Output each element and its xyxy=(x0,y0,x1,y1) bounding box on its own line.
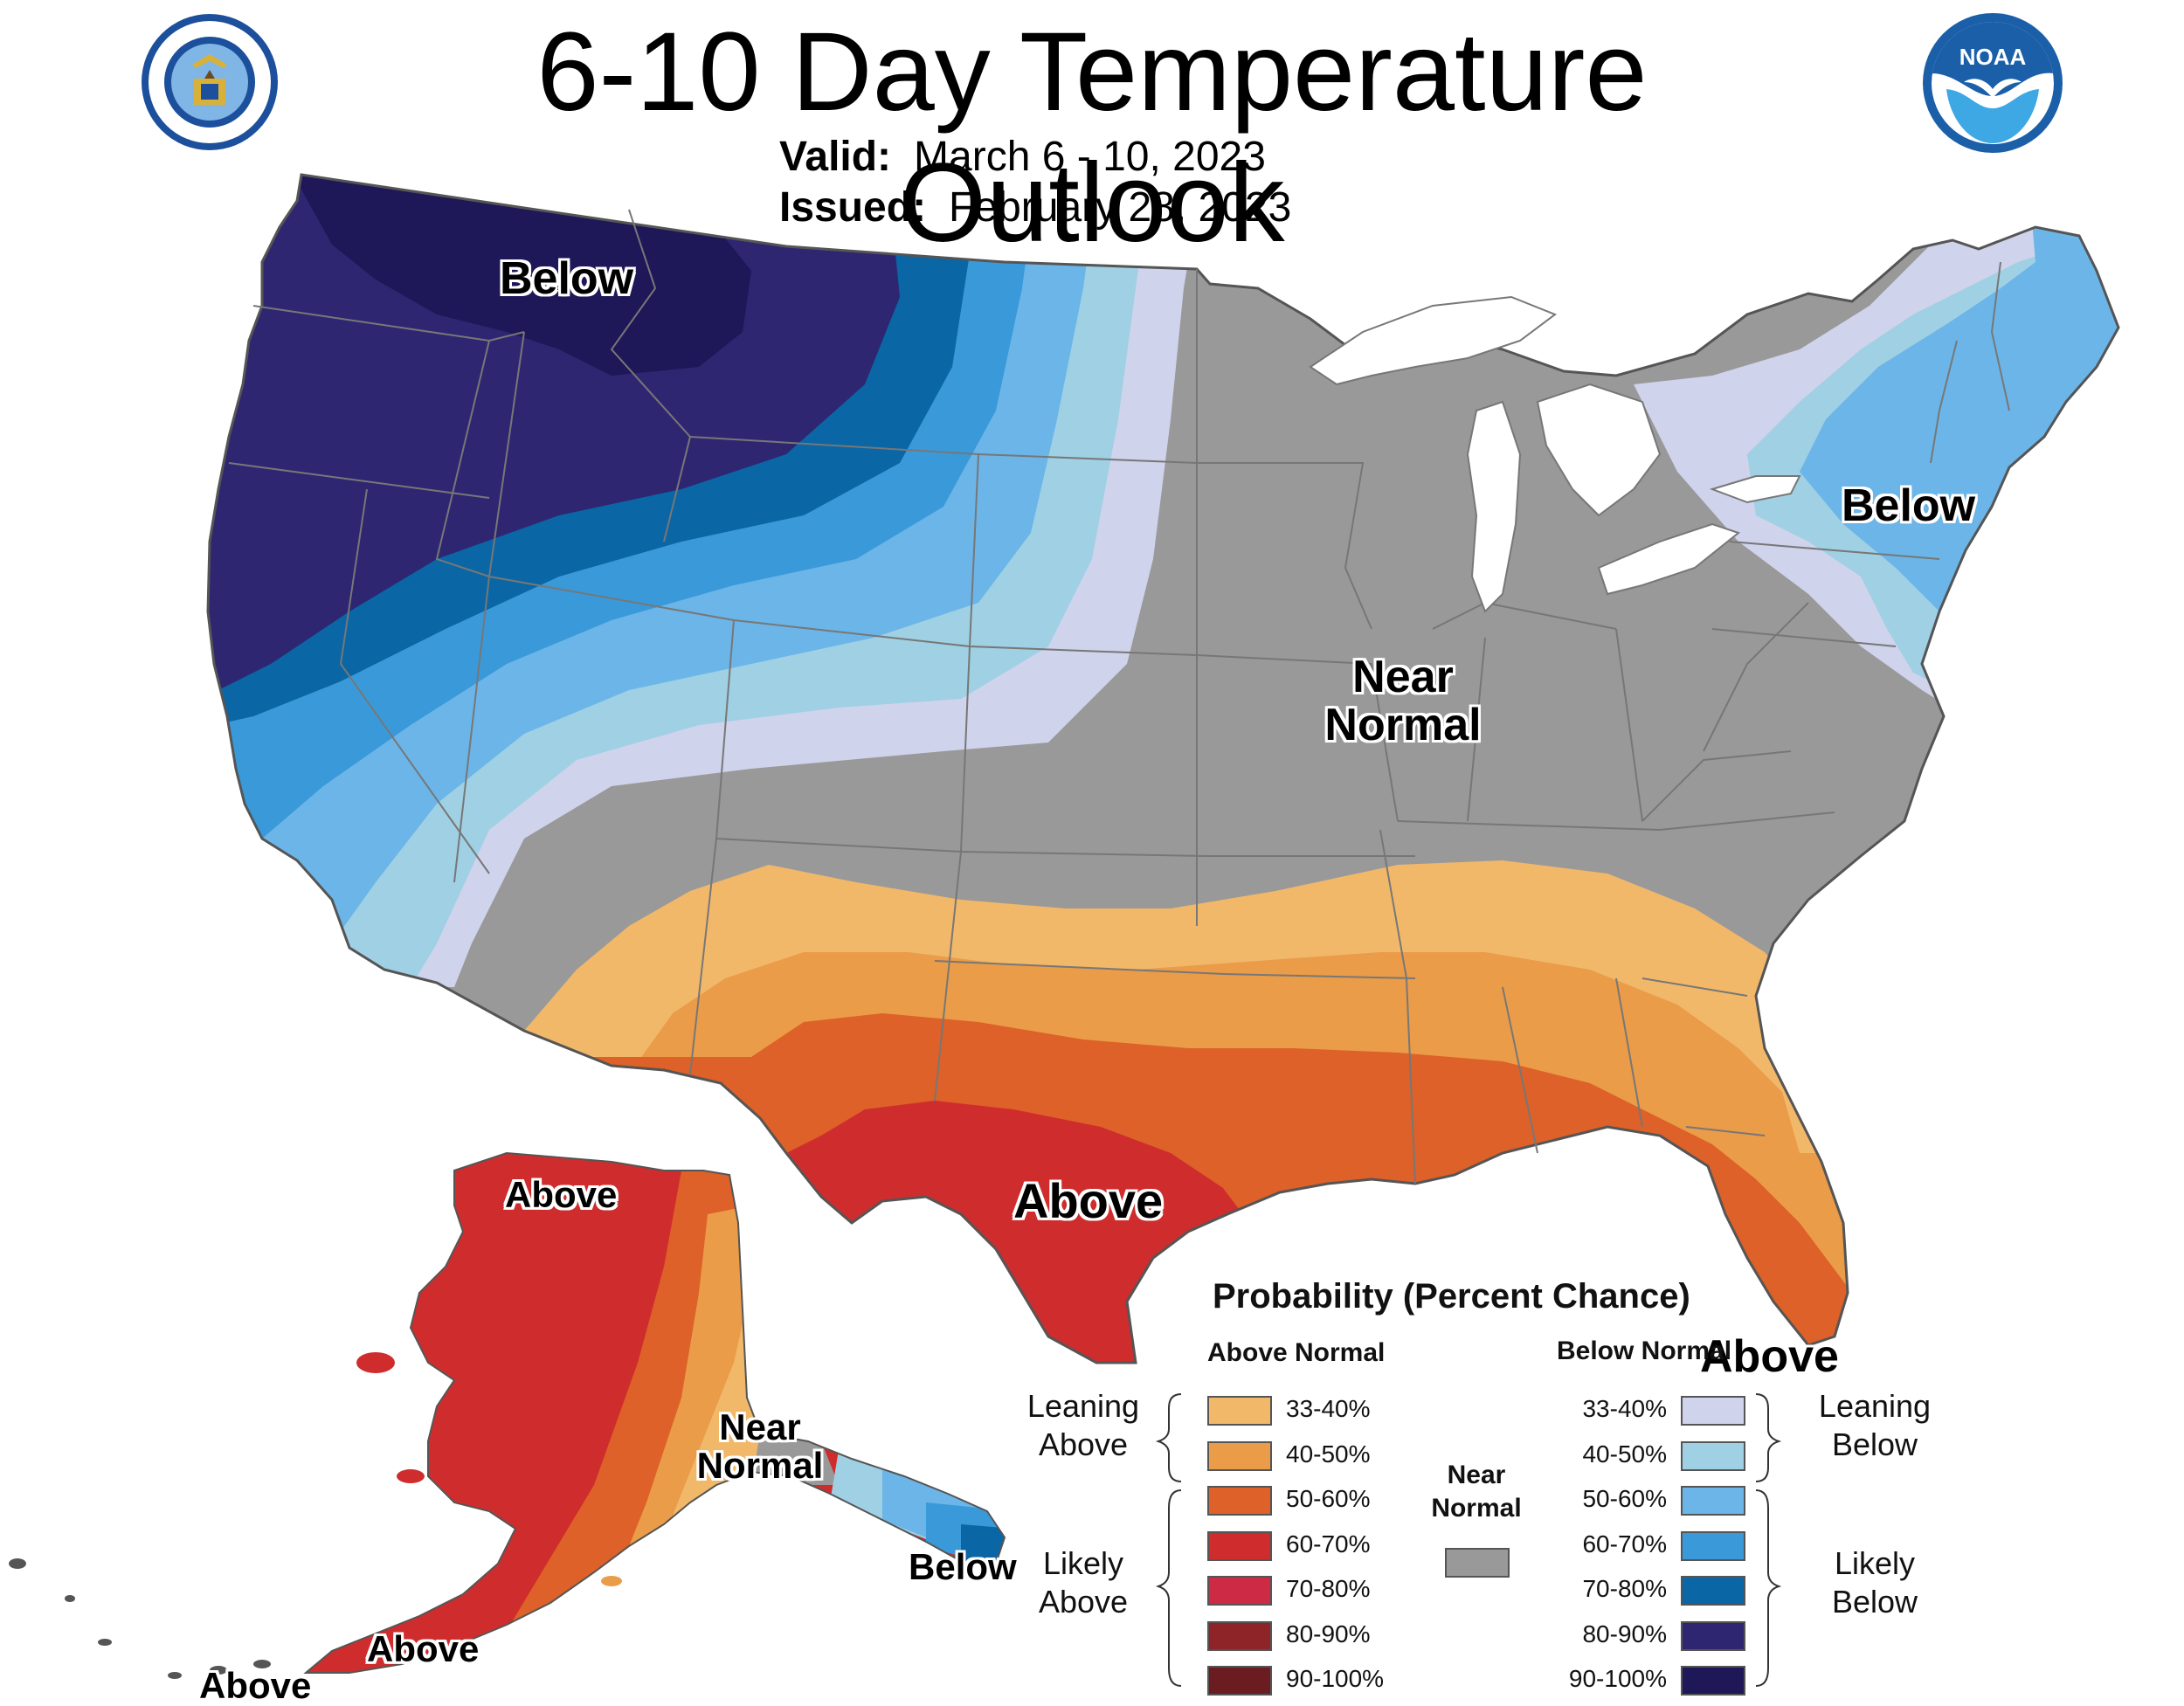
noaa-logo-text: NOAA xyxy=(1959,44,2027,70)
above-swatch-2 xyxy=(1207,1486,1272,1516)
legend-above-header: Above Normal xyxy=(1207,1338,1386,1367)
aleutian-above-label-2: Above xyxy=(199,1665,312,1706)
valid-dates: Valid: March 6 - 10, 2023 xyxy=(779,131,1266,183)
below-range-5: 80-90% xyxy=(1582,1620,1667,1647)
alaska-probability-regions xyxy=(306,1153,1005,1673)
noaa-logo: NOAA xyxy=(1923,13,2063,153)
central-near-normal-label: Near Normal xyxy=(1316,653,1490,749)
valid-label: Valid: xyxy=(779,134,892,180)
likely-above-line1: Likely xyxy=(1042,1545,1124,1581)
above-range-1: 40-50% xyxy=(1286,1440,1371,1468)
above-range-2: 50-60% xyxy=(1286,1485,1371,1512)
ak-above-33-40-region xyxy=(664,1284,769,1537)
lake-michigan xyxy=(1466,400,1522,613)
legend-likely-above: Likely Above xyxy=(1013,1544,1153,1621)
alaska-below-label: Below xyxy=(909,1546,1017,1587)
below-swatch-2 xyxy=(1681,1486,1745,1516)
above-range-6: 90-100% xyxy=(1286,1665,1385,1692)
below-range-1: 40-50% xyxy=(1582,1440,1667,1468)
below-swatch-4 xyxy=(1681,1576,1745,1606)
above-swatch-5 xyxy=(1207,1621,1272,1651)
lake-huron xyxy=(1536,383,1662,517)
florida-above-label: Above xyxy=(1700,1331,1839,1382)
above-range-3: 60-70% xyxy=(1286,1530,1371,1558)
legend-below-header: Below Normal xyxy=(1557,1336,1732,1365)
great-lakes xyxy=(1309,295,1801,613)
legend-likely-below: Likely Below xyxy=(1805,1544,1945,1621)
near-normal-line1: Near xyxy=(1447,1461,1506,1489)
commerce-seal-logo xyxy=(142,14,278,150)
above-swatch-0 xyxy=(1207,1396,1272,1426)
above-range-4: 70-80% xyxy=(1286,1575,1371,1602)
near-normal-swatch xyxy=(1445,1548,1510,1578)
legend-leaning-below: Leaning Below xyxy=(1805,1387,1945,1464)
leaning-below-line2: Below xyxy=(1831,1426,1918,1462)
above-range-0: 33-40% xyxy=(1286,1395,1371,1422)
below-swatch-5 xyxy=(1681,1621,1745,1651)
below-range-2: 50-60% xyxy=(1582,1485,1667,1512)
aleutian-islands xyxy=(9,1352,622,1679)
above-range-5: 80-90% xyxy=(1286,1620,1371,1647)
lake-erie xyxy=(1597,522,1741,596)
legend-near-normal: Near Normal xyxy=(1424,1459,1529,1525)
below-range-3: 60-70% xyxy=(1582,1530,1667,1558)
likely-below-line2: Below xyxy=(1831,1584,1918,1620)
likely-below-line1: Likely xyxy=(1834,1545,1916,1581)
below-swatch-6 xyxy=(1681,1666,1745,1696)
lake-ontario xyxy=(1709,475,1801,504)
below-swatch-3 xyxy=(1681,1531,1745,1561)
valid-value: March 6 - 10, 2023 xyxy=(914,134,1266,180)
legend-leaning-above: Leaning Above xyxy=(1013,1387,1153,1464)
alaska-above-label: Above xyxy=(505,1174,618,1215)
central-normal-text: Normal xyxy=(1324,699,1482,750)
south-above-label: Above xyxy=(1013,1173,1164,1228)
alaska-near-normal-label: Near Normal xyxy=(690,1406,830,1487)
west-below-label: Below xyxy=(500,253,634,304)
central-near-text: Near xyxy=(1352,652,1454,702)
lake-superior xyxy=(1309,295,1558,386)
northeast-below-label: Below xyxy=(1842,480,1976,531)
leaning-below-line1: Leaning xyxy=(1818,1388,1932,1424)
above-swatch-1 xyxy=(1207,1441,1272,1471)
issued-value: February 28, 2023 xyxy=(949,184,1292,231)
page-title: 6-10 Day Temperature Outlook xyxy=(536,10,1648,266)
leaning-above-line1: Leaning xyxy=(1026,1388,1140,1424)
above-swatch-6 xyxy=(1207,1666,1272,1696)
below-range-6: 90-100% xyxy=(1568,1665,1667,1692)
issued-date: Issued: February 28, 2023 xyxy=(779,182,1291,234)
alaska-near-text: Near xyxy=(719,1406,801,1447)
aleutian-above-label-1: Above xyxy=(367,1628,480,1669)
below-swatch-1 xyxy=(1681,1441,1745,1471)
alaska-outline xyxy=(303,1151,1006,1674)
below-swatch-0 xyxy=(1681,1396,1745,1426)
issued-label: Issued: xyxy=(779,184,927,231)
alaska-normal-text: Normal xyxy=(696,1445,824,1487)
above-swatch-4 xyxy=(1207,1576,1272,1606)
below-range-0: 33-40% xyxy=(1582,1395,1667,1422)
below-range-4: 70-80% xyxy=(1582,1575,1667,1602)
likely-above-line2: Above xyxy=(1038,1584,1129,1620)
legend-title: Probability (Percent Chance) xyxy=(1213,1277,1690,1316)
leaning-above-line2: Above xyxy=(1038,1426,1129,1462)
above-swatch-3 xyxy=(1207,1531,1272,1561)
near-normal-line2: Normal xyxy=(1431,1494,1522,1523)
state-boundaries xyxy=(206,173,2120,1364)
